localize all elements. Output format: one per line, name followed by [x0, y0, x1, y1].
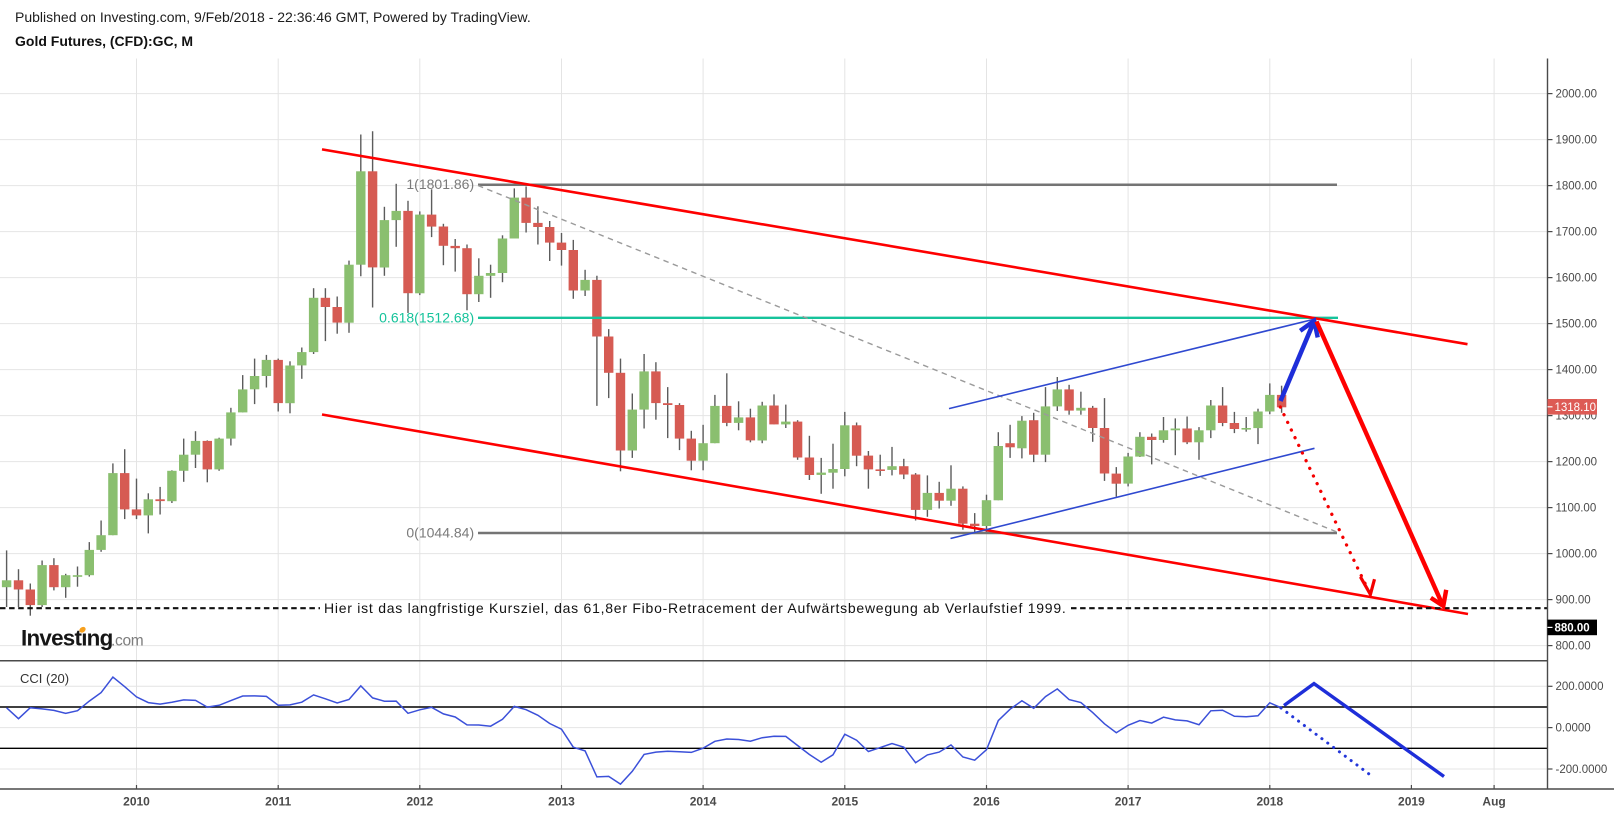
- svg-text:2011: 2011: [265, 795, 291, 809]
- svg-text:Gold Futures, (CFD):GC, M: Gold Futures, (CFD):GC, M: [15, 33, 193, 49]
- svg-text:1(1801.86): 1(1801.86): [406, 176, 478, 192]
- svg-text:800.00: 800.00: [1556, 641, 1591, 653]
- svg-text:1000.00: 1000.00: [1556, 549, 1598, 561]
- svg-text:-200.0000: -200.0000: [1556, 764, 1608, 776]
- svg-text:0.618(1512.68): 0.618(1512.68): [379, 309, 478, 325]
- svg-text:1400.00: 1400.00: [1556, 365, 1598, 377]
- svg-text:.com: .com: [111, 633, 143, 650]
- svg-text:2014: 2014: [690, 795, 717, 809]
- svg-text:0.0000: 0.0000: [1556, 723, 1591, 735]
- svg-text:0(1044.84): 0(1044.84): [406, 525, 478, 541]
- svg-text:2015: 2015: [831, 795, 858, 809]
- svg-text:880.00: 880.00: [1555, 623, 1590, 635]
- svg-text:200.0000: 200.0000: [1556, 681, 1604, 693]
- svg-text:Hier ist das langfristige Kurs: Hier ist das langfristige Kursziel, das …: [324, 600, 1067, 616]
- svg-text:CCI (20): CCI (20): [20, 671, 69, 686]
- svg-text:2000.00: 2000.00: [1556, 89, 1598, 101]
- svg-text:900.00: 900.00: [1556, 595, 1591, 607]
- svg-text:Published on Investing.com, 9/: Published on Investing.com, 9/Feb/2018 -…: [15, 9, 531, 25]
- svg-text:2012: 2012: [406, 795, 433, 809]
- svg-text:1100.00: 1100.00: [1556, 503, 1597, 515]
- svg-text:Investıng: Investıng: [21, 626, 113, 651]
- svg-text:2013: 2013: [548, 795, 575, 809]
- svg-text:1500.00: 1500.00: [1556, 319, 1598, 331]
- svg-text:1800.00: 1800.00: [1556, 181, 1598, 193]
- svg-text:1318.10: 1318.10: [1555, 402, 1597, 414]
- svg-text:2017: 2017: [1115, 795, 1142, 809]
- svg-text:2018: 2018: [1256, 795, 1283, 809]
- svg-text:Aug: Aug: [1482, 795, 1505, 809]
- svg-text:1700.00: 1700.00: [1556, 227, 1598, 239]
- svg-text:1600.00: 1600.00: [1556, 273, 1598, 285]
- svg-text:1200.00: 1200.00: [1556, 457, 1598, 469]
- svg-text:2010: 2010: [123, 795, 150, 809]
- svg-text:2016: 2016: [973, 795, 1000, 809]
- svg-text:2019: 2019: [1398, 795, 1425, 809]
- svg-text:1900.00: 1900.00: [1556, 135, 1598, 147]
